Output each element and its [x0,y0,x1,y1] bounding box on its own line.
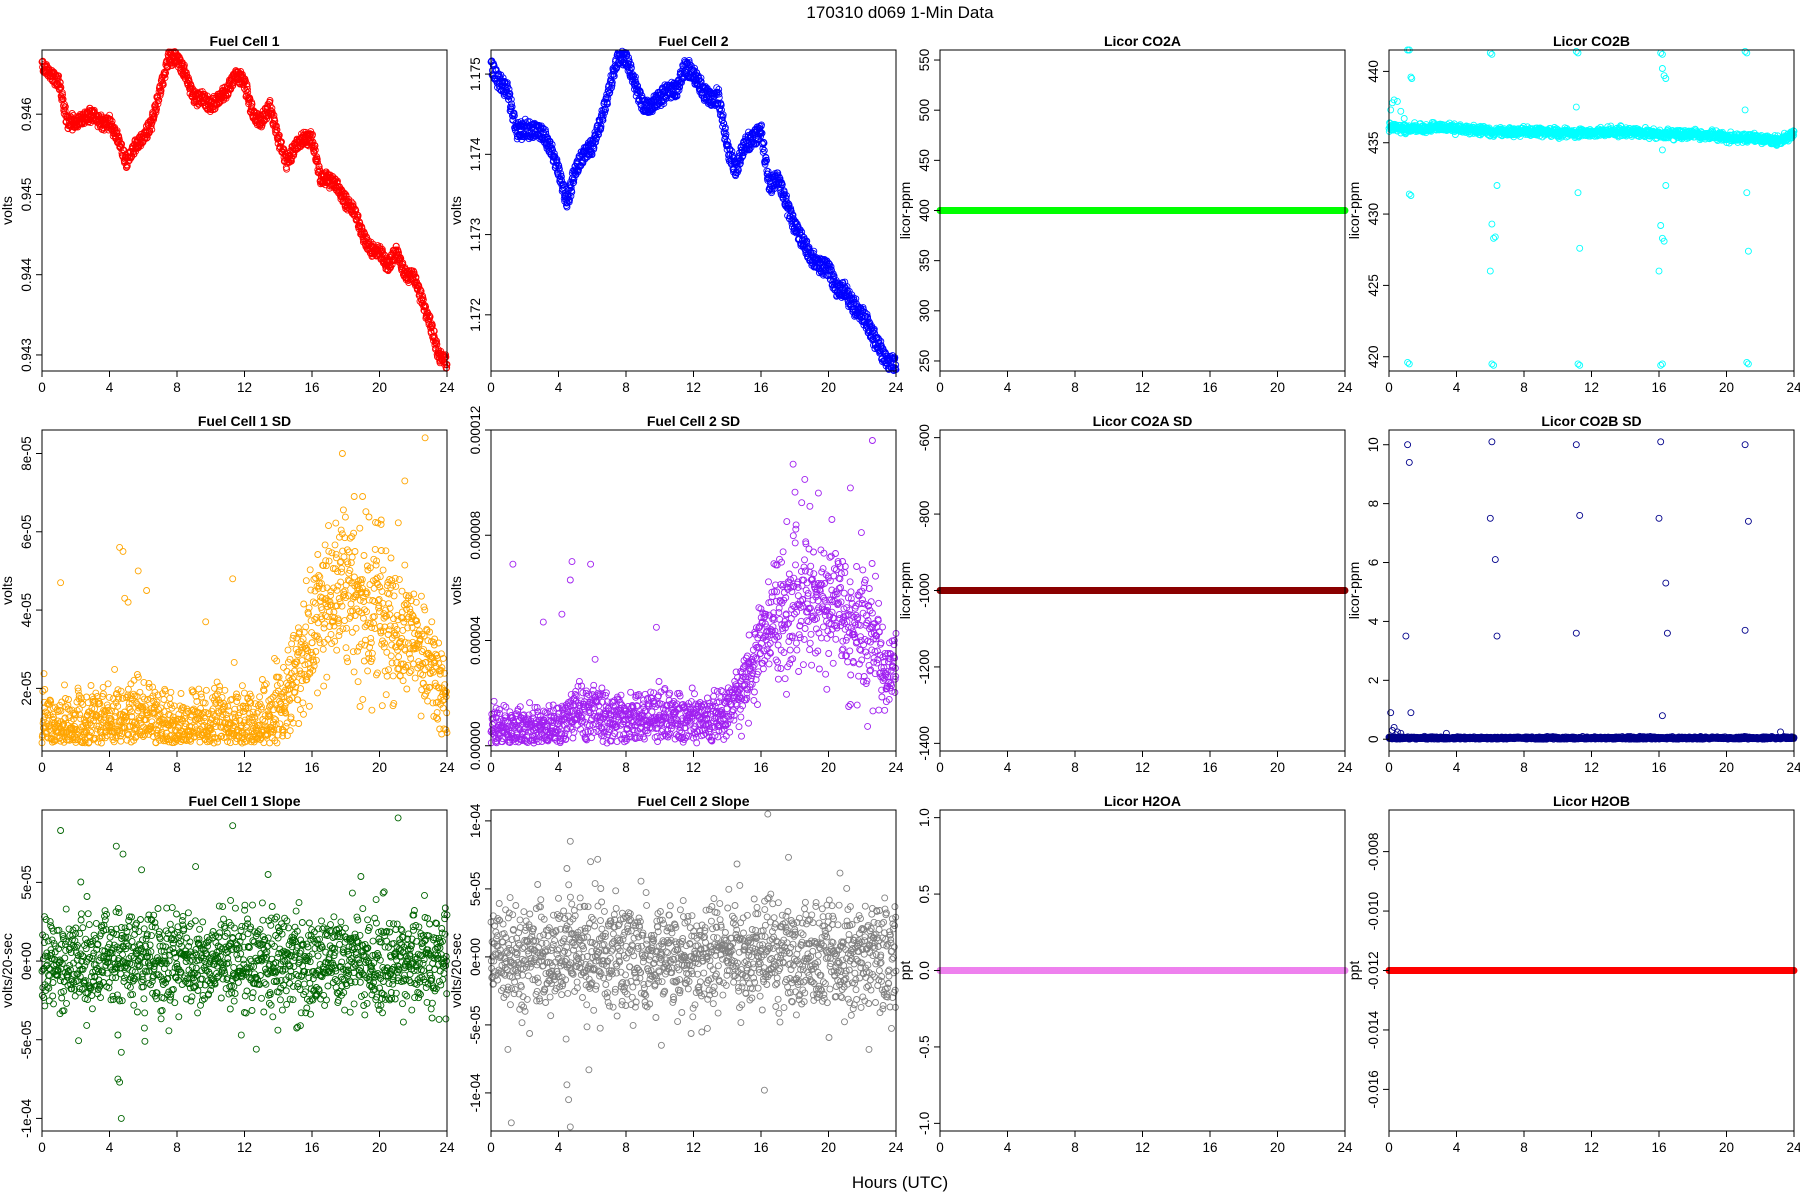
panels: Fuel Cell 1 volts 0 4 8 12 16 20 24 0.943 0.944 0.9… [0,33,1800,1155]
data-point [229,82,237,89]
data-point [59,95,67,103]
y-tick-label: 0.945 [19,178,34,212]
y-axis-label: volts [0,196,15,225]
y-tick-label: 450 [917,149,932,172]
x-tick-label: 12 [237,380,252,395]
y-tick-label: 550 [917,49,932,72]
x-tick-label: 0 [487,380,495,395]
data-point [155,96,163,104]
plot-frame [490,49,897,372]
data-point [148,126,156,134]
data-point [56,78,64,86]
x-axis-caption: Hours (UTC) [852,1173,948,1192]
x-tick-label: 16 [304,380,319,395]
data-point [287,157,295,165]
x-tick-label: 8 [1071,380,1079,395]
data-point [159,81,167,89]
data-point [760,147,768,154]
y-axis-label: volts [448,196,464,225]
y-tick-label: 0.943 [19,338,34,372]
data-point [106,115,114,123]
data-point [61,107,69,115]
x-tick-label: 0 [38,380,46,395]
data-point [154,100,162,108]
data-point [128,152,136,160]
data-point [146,127,154,135]
y-tick-label: 400 [917,199,932,222]
data-point [189,85,197,93]
data-points [487,47,900,375]
data-point [272,122,280,130]
y-tick-label: 1.174 [468,137,483,171]
data-point [68,110,76,117]
data-point [243,80,251,88]
panel-title: Licor CO2B [1553,33,1630,49]
y-tick-label: 0.946 [19,97,34,131]
data-point [59,91,66,99]
data-point [161,74,169,82]
data-point [278,138,285,146]
panel-co2a: Licor CO2A licor-ppm 0 4 8 12 16 20 24 250 300 350 4… [897,33,1353,395]
data-point [57,84,65,91]
data-point [244,85,251,93]
panel-title: Fuel Cell 1 [209,33,279,49]
panel-fc1: Fuel Cell 1 volts 0 4 8 12 16 20 24 0.943 0.944 0.9… [0,33,455,395]
data-point [275,131,283,139]
data-point [228,82,236,90]
y-axis-label: licor-ppm [897,182,913,240]
data-points [936,207,1349,214]
panel-title: Licor CO2A [1104,33,1181,49]
data-point [152,108,160,116]
x-tick-label: 12 [686,380,701,395]
panel-fc2: Fuel Cell 2 volts 0 4 8 12 16 20 24 1.172 1.173 1.1… [448,33,904,395]
x-tick-label: 20 [372,380,387,395]
data-point [55,72,63,80]
y-tick-label: 250 [917,350,932,373]
x-tick-label: 4 [1004,380,1012,395]
data-point [135,144,142,152]
data-point [264,100,272,108]
data-point [268,104,276,112]
x-tick-label: 0 [936,380,944,395]
y-tick-label: 500 [917,99,932,122]
x-tick-label: 12 [1135,380,1150,395]
y-axis-label: licor-ppm [1346,182,1362,240]
data-point [157,87,165,94]
x-tick-label: 4 [555,380,563,395]
x-tick-label: 24 [888,380,904,395]
x-tick-label: 8 [622,380,630,395]
main-title: 170310 d069 1-Min Data [806,3,994,22]
x-tick-label: 20 [1270,380,1285,395]
x-tick-label: 16 [1202,380,1217,395]
x-tick-label: 8 [173,380,181,395]
y-tick-label: 350 [917,249,932,272]
data-point [48,66,56,74]
data-point [61,103,69,111]
y-tick-label: 300 [917,300,932,323]
data-point [157,89,165,97]
data-point [266,97,274,104]
x-tick-label: 4 [106,380,114,395]
x-tick-label: 24 [1337,380,1353,395]
y-tick-label: 1.172 [468,298,483,332]
x-tick-label: 16 [753,380,768,395]
y-tick-label: 1.173 [468,218,483,252]
data-points [38,48,451,372]
panel-title: Fuel Cell 2 [658,33,728,49]
y-tick-label: 0.944 [19,257,34,291]
data-points [1385,46,1798,369]
data-point [108,117,116,125]
y-tick-label: 1.175 [468,57,483,91]
x-tick-label: 20 [821,380,836,395]
x-tick-label: 24 [439,380,455,395]
